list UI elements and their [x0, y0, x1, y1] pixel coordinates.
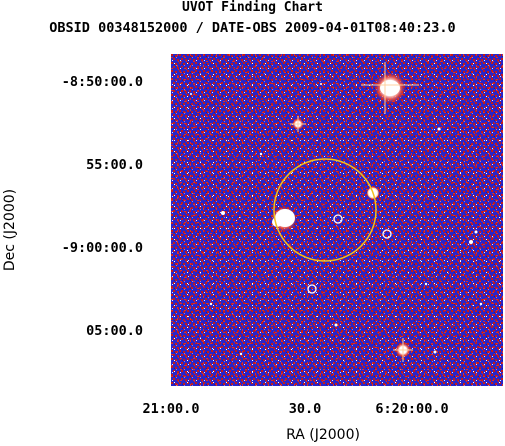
observation-info: OBSID 00348152000 / DATE-OBS 2009-04-01T… — [49, 20, 456, 36]
y-axis-label: Dec (J2000) — [2, 188, 19, 272]
ra-tick-label: 21:00.0 — [142, 401, 200, 417]
star-lower-right — [393, 338, 413, 362]
catalog-marker — [333, 214, 343, 224]
background-noise-overlay — [171, 54, 503, 386]
ra-tick-label: 30.0 — [288, 401, 322, 417]
ra-tick-label: 6:20:00.0 — [375, 401, 449, 417]
star-upper-left — [290, 116, 306, 132]
dec-tick-label: -8:50:00.0 — [61, 74, 143, 90]
dec-tick-label: 05:00.0 — [86, 323, 143, 339]
bright-star-top — [361, 62, 419, 114]
catalog-marker — [307, 284, 317, 294]
x-axis-label: RA (J2000) — [286, 427, 360, 443]
catalog-marker — [382, 229, 392, 239]
dec-tick-label: -9:00:00.0 — [61, 240, 143, 256]
faint-stars — [190, 83, 483, 356]
dec-tick-label: 55:00.0 — [86, 157, 143, 173]
sky-image — [171, 54, 503, 386]
error-circle — [273, 158, 377, 262]
chart-title: UVOT Finding Chart — [182, 0, 323, 15]
